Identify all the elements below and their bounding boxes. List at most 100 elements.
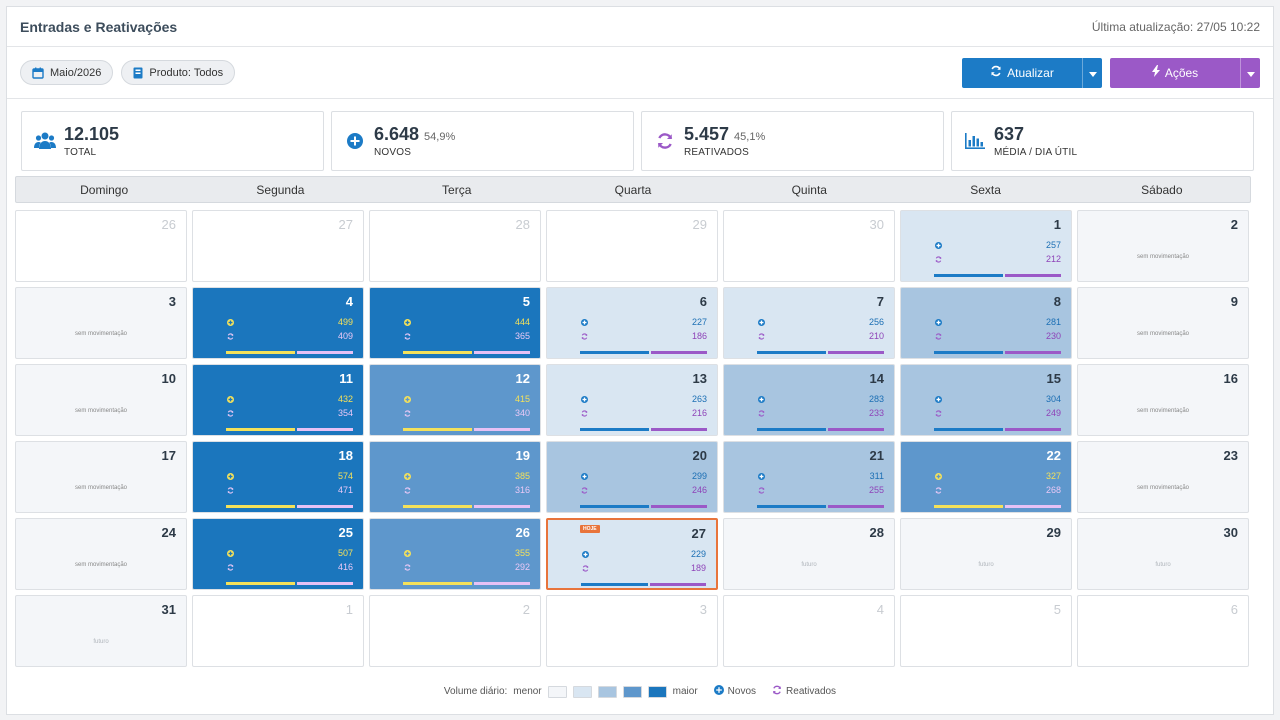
calendar-day-cell[interactable]: 26 355 292: [369, 518, 541, 590]
split-bar: [226, 351, 353, 354]
refresh-dropdown-toggle[interactable]: [1082, 57, 1102, 88]
no-activity-note: sem movimentação: [1136, 408, 1190, 414]
calendar-day-cell[interactable]: 1 257 212: [900, 210, 1072, 282]
calendar-day-cell[interactable]: 20 299 246: [546, 441, 718, 513]
reativados-share-bar: [296, 582, 353, 585]
plus-circle-icon: [580, 395, 588, 403]
day-number: 20: [692, 448, 707, 463]
calendar-day-cell: 26: [15, 210, 187, 282]
calendar-day-cell: 10 sem movimentação: [15, 364, 187, 436]
split-bar: [934, 505, 1061, 508]
plus-circle-icon: [757, 472, 765, 480]
reativados-share-bar: [473, 582, 530, 585]
no-activity-note: sem movimentação: [74, 408, 128, 414]
novos-share-bar: [934, 274, 1003, 277]
reativados-row: 365: [403, 330, 530, 342]
novos-share-bar: [403, 582, 472, 585]
reativados-value: 292: [514, 562, 530, 572]
calendar-day-cell[interactable]: 21 311 255: [723, 441, 895, 513]
novos-row: 327: [934, 470, 1061, 482]
reativados-row: 249: [934, 407, 1061, 419]
reativados-row: 233: [757, 407, 884, 419]
reativados-value: 249: [1045, 408, 1061, 418]
page-title: Entradas e Reativações: [20, 18, 178, 35]
plus-circle-icon: [757, 318, 765, 326]
split-bar: [226, 505, 353, 508]
calendar-day-cell[interactable]: 5 444 365: [369, 287, 541, 359]
reativados-value: 471: [337, 485, 353, 495]
day-number: 8: [1053, 294, 1061, 309]
calendar-day-cell: 3 sem movimentação: [15, 287, 187, 359]
calendar-day-cell[interactable]: 12 415 340: [369, 364, 541, 436]
calendar-day-cell[interactable]: 6 227 186: [546, 287, 718, 359]
novos-row: 257: [934, 239, 1061, 251]
legend-swatch-1: [572, 685, 592, 698]
day-number: 23: [1223, 448, 1238, 463]
reativados-row: 255: [757, 484, 884, 496]
weekday-label: Domingo: [80, 182, 129, 197]
day-number: 31: [161, 602, 176, 617]
calendar-day-cell[interactable]: 18 574 471: [192, 441, 364, 513]
calendar-day-cell[interactable]: 14 283 233: [723, 364, 895, 436]
refresh-icon: [934, 486, 942, 494]
plus-circle-icon: [403, 549, 411, 557]
day-number: 1: [345, 602, 353, 617]
calendar-day-cell: 27: [192, 210, 364, 282]
calendar-day-cell[interactable]: 22 327 268: [900, 441, 1072, 513]
day-number: 2: [1230, 217, 1238, 232]
plus-circle-icon: [403, 318, 411, 326]
calendar-day-cell: 30: [723, 210, 895, 282]
reativados-share-bar: [296, 351, 353, 354]
novos-share-bar: [934, 428, 1003, 431]
stat-total-label: TOTAL: [64, 147, 97, 158]
novos-row: 304: [934, 393, 1061, 405]
actions-button[interactable]: Ações: [1110, 57, 1260, 88]
calendar-day-cell[interactable]: 19 385 316: [369, 441, 541, 513]
refresh-icon: [757, 332, 765, 340]
calendar-day-cell[interactable]: 13 263 216: [546, 364, 718, 436]
novos-value: 283: [868, 394, 884, 404]
calendar-day-cell[interactable]: 4 499 409: [192, 287, 364, 359]
future-note: futuro: [978, 562, 994, 568]
day-number: 19: [515, 448, 530, 463]
calendar-day-cell: 28 futuro: [723, 518, 895, 590]
day-number: 26: [161, 217, 176, 232]
refresh-icon: [226, 563, 234, 571]
reativados-row: 292: [403, 561, 530, 573]
actions-dropdown-toggle[interactable]: [1240, 57, 1260, 88]
split-bar: [757, 505, 884, 508]
calendar-day-cell[interactable]: 7 256 210: [723, 287, 895, 359]
month-filter-chip[interactable]: Maio/2026: [20, 60, 114, 85]
calendar-day-cell[interactable]: 25 507 416: [192, 518, 364, 590]
calendar-day-cell: 23 sem movimentação: [1077, 441, 1249, 513]
day-number: 14: [869, 371, 884, 386]
novos-value: 256: [868, 317, 884, 327]
product-filter-chip[interactable]: Produto: Todos: [121, 60, 236, 85]
day-number: 29: [1046, 525, 1061, 540]
refresh-icon: [403, 332, 411, 340]
weekday-header: Domingo Segunda Terça Quarta Quinta Sext…: [15, 176, 1251, 203]
plus-circle-icon: [757, 395, 765, 403]
refresh-icon: [934, 409, 942, 417]
reativados-value: 216: [691, 408, 707, 418]
novos-value: 257: [1045, 240, 1061, 250]
day-number: 2: [522, 602, 530, 617]
day-number: 4: [876, 602, 884, 617]
last-update-text: Última atualização: 27/05 10:22: [1091, 19, 1260, 34]
reativados-row: 186: [580, 330, 707, 342]
refresh-button[interactable]: Atualizar: [962, 57, 1102, 88]
calendar-day-cell: 1: [192, 595, 364, 667]
calendar-day-cell[interactable]: 11 432 354: [192, 364, 364, 436]
calendar-grid: 26 27 28 29 30 1 257 212 2 sem movimentação 3 sem m…: [15, 210, 1251, 667]
future-note: futuro: [93, 639, 109, 645]
stats-row: 12.105 TOTAL 6.648 54,9% NOVOS: [7, 99, 1273, 171]
split-bar: [403, 505, 530, 508]
calendar-day-cell[interactable]: 8 281 230: [900, 287, 1072, 359]
day-number: 12: [515, 371, 530, 386]
novos-row: 385: [403, 470, 530, 482]
panel-header: Entradas e Reativações Última atualizaçã…: [7, 7, 1273, 47]
stat-card-reativados: 5.457 45,1% REATIVADOS: [641, 111, 944, 171]
calendar-day-cell[interactable]: 15 304 249: [900, 364, 1072, 436]
day-number: 5: [522, 294, 530, 309]
calendar-day-cell[interactable]: 27 HOJE 229 189: [546, 518, 718, 590]
